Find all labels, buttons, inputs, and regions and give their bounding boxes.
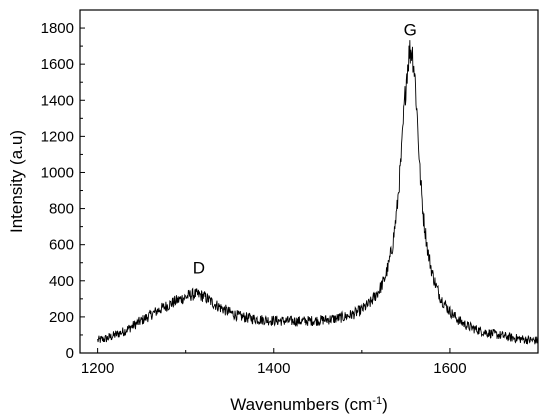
peak-annotations: DG xyxy=(193,20,417,277)
y-tick-label: 1200 xyxy=(41,128,74,145)
tick-labels: 0 200 400 600 800 1000 1200 1400 1600 1800 1200 140… xyxy=(41,20,467,377)
axis-ticks xyxy=(80,27,451,354)
spectrum-line xyxy=(97,40,539,345)
y-tick-label: 1000 xyxy=(41,164,74,181)
y-tick-label: 0 xyxy=(66,345,74,362)
x-axis-title: Wavenumbers (cm-1) xyxy=(230,395,387,414)
x-axis-title-sup: -1 xyxy=(372,395,382,407)
y-tick-label: 200 xyxy=(49,309,74,326)
y-tick-label: 600 xyxy=(49,237,74,254)
x-tick-label: 1400 xyxy=(257,360,290,377)
y-tick-label: 400 xyxy=(49,273,74,290)
y-tick-label: 1800 xyxy=(41,20,74,37)
peak-label-g: G xyxy=(404,20,417,39)
x-axis-title-main: Wavenumbers (cm xyxy=(230,395,372,414)
x-axis-title-suffix: ) xyxy=(382,395,388,414)
y-tick-label: 1400 xyxy=(41,92,74,109)
x-tick-label: 1200 xyxy=(81,360,114,377)
x-tick-label: 1600 xyxy=(433,360,466,377)
plot-frame xyxy=(79,9,539,354)
y-tick-label: 1600 xyxy=(41,56,74,73)
y-tick-label: 800 xyxy=(49,201,74,218)
peak-label-d: D xyxy=(193,259,205,278)
y-axis-title: Intensity (a.u) xyxy=(7,130,26,233)
